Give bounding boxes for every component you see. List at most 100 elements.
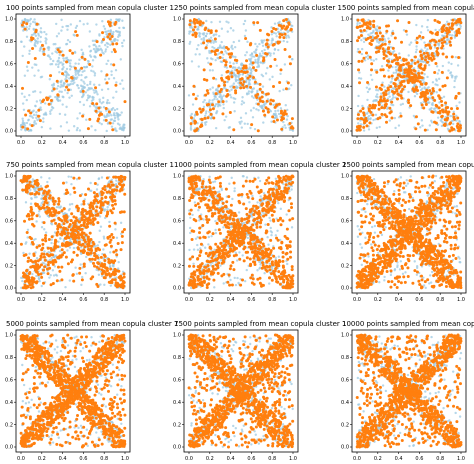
- background-point: [29, 129, 32, 132]
- background-point: [415, 48, 418, 51]
- sampled-point: [30, 276, 34, 280]
- sampled-point: [58, 217, 62, 221]
- x-tick-label: 0.0: [353, 140, 361, 146]
- y-tick-label: 1.0: [341, 17, 349, 23]
- sampled-point: [206, 116, 210, 120]
- background-point: [243, 279, 247, 283]
- background-point: [269, 52, 272, 55]
- background-point: [205, 44, 209, 47]
- background-point: [218, 20, 222, 23]
- background-point: [74, 73, 77, 76]
- sampled-point: [440, 115, 444, 119]
- sampled-point: [450, 107, 454, 111]
- background-point: [64, 285, 67, 289]
- sampled-point: [115, 42, 119, 46]
- sampled-point: [419, 53, 423, 57]
- background-point: [194, 237, 198, 241]
- sampled-point: [384, 102, 388, 106]
- sampled-point: [361, 107, 365, 111]
- sampled-point: [83, 240, 87, 244]
- sampled-point: [356, 39, 360, 43]
- sampled-point: [73, 222, 77, 226]
- background-point: [269, 219, 272, 222]
- background-point: [232, 66, 235, 69]
- sampled-point: [22, 21, 26, 25]
- background-point: [115, 81, 118, 84]
- background-point: [235, 61, 238, 65]
- sampled-point: [81, 208, 85, 212]
- sampled-point: [112, 63, 116, 67]
- background-point: [419, 88, 423, 92]
- background-point: [60, 18, 63, 22]
- sampled-point: [116, 241, 120, 245]
- background-point: [39, 30, 42, 33]
- y-tick-label: 0.4: [5, 241, 13, 247]
- sampled-point: [362, 113, 366, 117]
- sampled-point: [217, 84, 221, 88]
- sampled-point: [40, 248, 44, 252]
- background-point: [34, 34, 38, 37]
- sampled-point: [207, 29, 211, 33]
- background-point: [81, 85, 85, 88]
- sampled-point: [199, 110, 203, 114]
- background-point: [111, 33, 115, 36]
- sampled-point: [86, 219, 90, 223]
- sampled-point: [88, 231, 92, 235]
- background-point: [249, 72, 253, 75]
- sampled-point: [261, 109, 265, 113]
- sampled-point: [359, 117, 363, 121]
- sampled-point: [71, 273, 75, 277]
- background-point: [251, 116, 255, 119]
- sampled-point: [202, 41, 206, 45]
- background-point: [65, 56, 69, 60]
- sampled-point: [224, 60, 228, 64]
- sampled-point: [277, 102, 281, 106]
- background-point: [40, 125, 44, 129]
- sampled-point: [378, 38, 382, 42]
- background-point: [44, 42, 48, 45]
- sampled-point: [106, 35, 110, 39]
- background-point: [94, 45, 98, 48]
- sampled-point: [221, 112, 225, 116]
- sampled-point: [48, 196, 52, 200]
- background-point: [112, 39, 116, 42]
- sampled-point: [38, 119, 42, 123]
- sampled-point: [90, 257, 94, 261]
- sampled-point: [94, 109, 98, 113]
- sampled-point: [65, 85, 69, 89]
- sampled-point: [400, 80, 404, 84]
- sampled-point: [441, 110, 445, 114]
- background-point: [398, 52, 401, 55]
- background-point: [198, 53, 201, 56]
- background-point: [391, 29, 395, 33]
- x-tick-label: 0.6: [247, 140, 255, 146]
- background-point: [104, 30, 107, 34]
- background-point: [253, 127, 257, 131]
- background-point: [72, 33, 75, 37]
- sampled-point: [429, 46, 433, 50]
- background-point: [276, 229, 279, 232]
- background-point: [248, 201, 251, 204]
- background-point: [78, 69, 81, 72]
- background-point: [49, 274, 52, 277]
- background-point: [437, 77, 441, 81]
- sampled-point: [430, 51, 434, 55]
- sampled-point: [33, 192, 37, 196]
- background-point: [256, 201, 259, 204]
- background-point: [360, 47, 364, 51]
- y-tick-label: 0.6: [173, 62, 181, 68]
- background-point: [392, 96, 395, 99]
- background-point: [42, 117, 45, 120]
- background-point: [26, 228, 30, 232]
- background-point: [253, 55, 256, 58]
- sampled-point: [245, 70, 249, 74]
- sampled-point: [416, 122, 420, 126]
- background-point: [244, 112, 248, 115]
- background-point: [78, 129, 82, 132]
- sampled-point: [437, 20, 441, 24]
- sampled-point: [52, 248, 56, 252]
- sampled-point: [280, 116, 284, 120]
- background-point: [106, 45, 109, 49]
- background-point: [277, 255, 281, 258]
- sampled-point: [382, 97, 386, 101]
